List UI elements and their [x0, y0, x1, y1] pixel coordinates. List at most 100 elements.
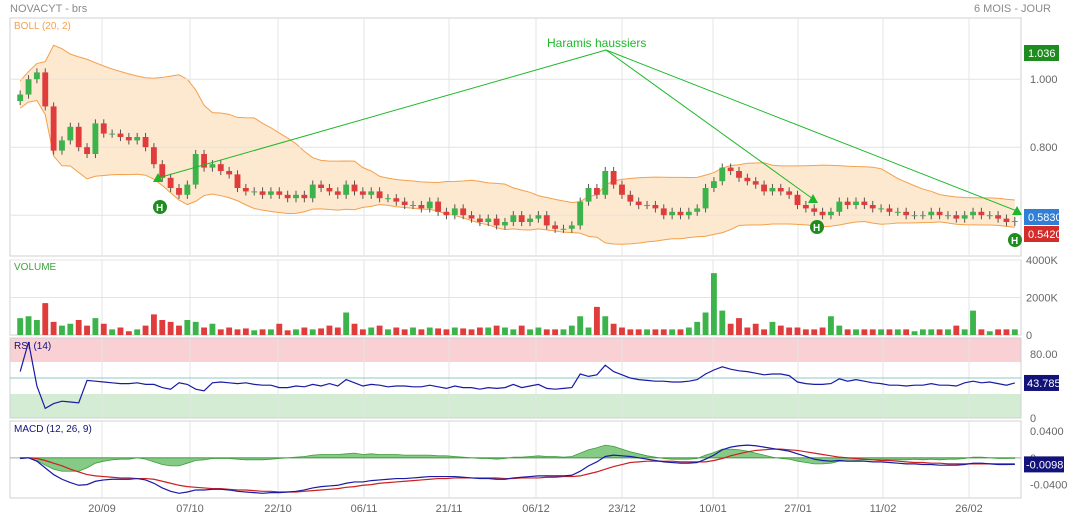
candle-body: [527, 218, 533, 222]
candle-body: [92, 123, 99, 154]
candle-body: [769, 188, 776, 192]
volume-bar: [535, 327, 542, 335]
volume-bar: [660, 329, 667, 335]
candle-body: [986, 215, 993, 217]
x-tick-label: 06/11: [351, 503, 378, 515]
annotation-arrow: [1012, 206, 1022, 215]
volume-bar: [610, 323, 617, 335]
volume-bar: [903, 329, 910, 335]
candle-body: [928, 211, 935, 216]
candle-body: [811, 208, 818, 212]
x-tick-label: 23/12: [608, 503, 636, 515]
macd-histogram: [19, 444, 1016, 472]
volume-bar: [393, 327, 400, 335]
volume-bar: [50, 321, 57, 335]
volume-bar: [117, 327, 124, 335]
candle-body: [886, 208, 893, 212]
candle-body: [970, 211, 976, 216]
candle-body: [251, 191, 258, 193]
volume-bar: [301, 327, 308, 335]
price-tick-label: 0.800: [1030, 142, 1058, 154]
candle-body: [301, 194, 308, 199]
candle-body: [276, 191, 283, 195]
volume-bar: [142, 325, 149, 335]
candle-body: [334, 191, 341, 195]
candle-body: [635, 201, 642, 205]
candle-body: [485, 218, 492, 222]
candle-body: [669, 211, 676, 216]
boll-upper-value-label: 1.036: [1028, 48, 1056, 60]
volume-bar: [886, 329, 893, 335]
volume-bar: [401, 329, 408, 335]
volume-bar: [794, 327, 801, 335]
volume-bar: [961, 329, 968, 335]
candle-body: [652, 205, 659, 209]
volume-bar: [527, 329, 533, 335]
volume-bar: [585, 327, 592, 335]
candle-body: [552, 225, 559, 229]
candle-body: [518, 215, 525, 222]
volume-bar: [318, 328, 325, 335]
volume-bar: [125, 331, 132, 335]
candle-body: [802, 205, 809, 209]
volume-bar: [334, 327, 341, 335]
volume-bar: [435, 328, 442, 335]
last-price-value-label: 0.5830: [1028, 212, 1062, 224]
volume-bar: [669, 329, 676, 335]
volume-bar: [953, 325, 960, 335]
volume-bar: [744, 327, 751, 335]
candle-body: [894, 211, 901, 213]
candle-body: [828, 211, 834, 216]
x-tick-label: 20/09: [88, 503, 116, 515]
candle-body: [627, 194, 634, 202]
volume-bar: [878, 329, 885, 335]
volume-bar: [42, 303, 49, 335]
harami-marker-label: H: [156, 203, 163, 214]
rsi-tick-label: 0: [1030, 413, 1036, 425]
volume-bar: [1011, 329, 1018, 335]
volume-bar: [167, 321, 174, 335]
macd-line: [20, 444, 1015, 494]
last-price-value-label-bg: [1024, 209, 1059, 225]
volume-bar: [493, 325, 500, 335]
candle-body: [577, 201, 584, 226]
candle-body: [33, 72, 40, 80]
harami-marker: [153, 200, 167, 214]
volume-bar: [159, 320, 166, 335]
volume-bar: [736, 318, 742, 335]
x-tick-label: 11/02: [870, 503, 897, 515]
candle-body: [719, 167, 726, 182]
candle-body: [644, 205, 650, 206]
volume-bar: [627, 329, 634, 335]
candle-body: [134, 137, 141, 141]
candle-body: [368, 191, 375, 195]
macd-signal-line: [20, 448, 1015, 493]
candle-body: [351, 184, 358, 192]
boll-indicator-label: BOLL (20, 2): [14, 21, 71, 32]
harami-marker-label: H: [1011, 236, 1018, 247]
candle-body: [819, 211, 826, 216]
candle-body: [209, 164, 216, 168]
volume-bar: [59, 325, 65, 335]
volume-bar: [694, 321, 701, 335]
macd-tick-label: -0.0400: [1030, 480, 1067, 492]
volume-bar: [552, 329, 559, 335]
volume-bar: [677, 329, 684, 335]
candle-body: [919, 215, 926, 217]
volume-bar: [184, 320, 191, 335]
candle-body: [159, 164, 166, 178]
volume-bar: [150, 314, 157, 335]
candle-body: [710, 181, 717, 188]
candle-body: [995, 215, 1002, 219]
volume-bar: [368, 327, 375, 335]
volume-bar: [293, 329, 299, 335]
candle-body: [184, 184, 191, 195]
volume-bar: [217, 329, 224, 335]
candle-body: [945, 215, 951, 217]
volume-bar: [100, 323, 107, 335]
candle-body: [677, 211, 684, 216]
volume-bar: [510, 329, 517, 335]
candle-body: [150, 147, 157, 165]
candle-body: [376, 191, 383, 199]
volume-bar: [242, 328, 249, 335]
